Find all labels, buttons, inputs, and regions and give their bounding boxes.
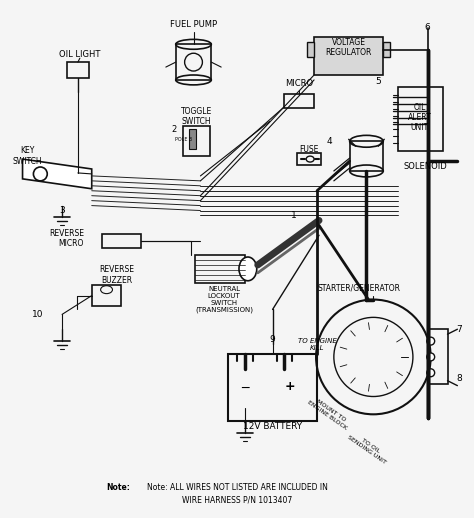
Bar	[195, 255, 245, 283]
Text: 10: 10	[32, 310, 43, 319]
Text: 2: 2	[171, 125, 176, 134]
Text: TO OIL
SENDING UNIT: TO OIL SENDING UNIT	[346, 430, 390, 466]
Text: STARTER/GENERATOR: STARTER/GENERATOR	[317, 283, 400, 292]
Text: KEY
SWITCH: KEY SWITCH	[13, 147, 42, 166]
Bar	[297, 153, 321, 165]
Text: 6: 6	[425, 23, 430, 32]
Text: 3: 3	[59, 206, 65, 215]
Text: MICRO: MICRO	[285, 79, 313, 89]
Bar	[182, 126, 210, 156]
Text: POLE 3: POLE 3	[175, 137, 192, 142]
Circle shape	[427, 337, 435, 345]
Text: 9: 9	[270, 335, 275, 343]
Text: ─: ─	[241, 382, 249, 395]
Text: +: +	[285, 380, 296, 393]
Bar	[92, 285, 121, 307]
Circle shape	[427, 353, 435, 361]
Ellipse shape	[239, 257, 257, 281]
Text: Note:: Note:	[107, 483, 130, 492]
Bar	[101, 234, 141, 248]
Text: Note: ALL WIRES NOT LISTED ARE INCLUDED IN: Note: ALL WIRES NOT LISTED ARE INCLUDED …	[146, 483, 328, 492]
Text: 8: 8	[456, 374, 462, 383]
Bar	[314, 37, 383, 75]
Bar	[228, 354, 317, 421]
Text: REVERSE
BUZZER: REVERSE BUZZER	[99, 265, 134, 284]
Ellipse shape	[33, 167, 47, 181]
Bar	[428, 329, 447, 384]
Text: 5: 5	[375, 77, 381, 87]
Text: REVERSE
MICRO: REVERSE MICRO	[49, 228, 84, 248]
Text: TO ENGINE
KILL: TO ENGINE KILL	[298, 338, 337, 351]
Text: SOLENOID: SOLENOID	[403, 162, 447, 170]
Bar	[307, 42, 314, 57]
Polygon shape	[23, 159, 92, 189]
Bar	[398, 87, 443, 151]
Text: 7: 7	[456, 325, 462, 334]
Text: OIL LIGHT: OIL LIGHT	[59, 50, 100, 59]
Bar	[176, 45, 211, 80]
Text: 1: 1	[292, 211, 297, 220]
Text: MOUNT TO
ENGINE BLOCK: MOUNT TO ENGINE BLOCK	[307, 395, 351, 431]
Text: VOLTAGE
REGULATOR: VOLTAGE REGULATOR	[326, 38, 372, 57]
Bar	[350, 141, 383, 171]
Text: FUSE: FUSE	[300, 145, 319, 154]
Circle shape	[427, 369, 435, 377]
Text: FUEL PUMP: FUEL PUMP	[170, 20, 217, 29]
Bar	[383, 42, 390, 57]
Bar	[67, 62, 89, 78]
Text: TOGGLE
SWITCH: TOGGLE SWITCH	[181, 107, 212, 126]
Text: 4: 4	[326, 137, 332, 146]
Bar	[189, 130, 197, 149]
Text: WIRE HARNESS P/N 1013407: WIRE HARNESS P/N 1013407	[182, 496, 292, 505]
Text: 12V BATTERY: 12V BATTERY	[243, 422, 302, 430]
Text: OIL
ALERT
UNIT: OIL ALERT UNIT	[408, 103, 432, 133]
Text: NEUTRAL
LOCKOUT
SWITCH
(TRANSMISSION): NEUTRAL LOCKOUT SWITCH (TRANSMISSION)	[195, 286, 253, 313]
Bar	[284, 94, 314, 108]
